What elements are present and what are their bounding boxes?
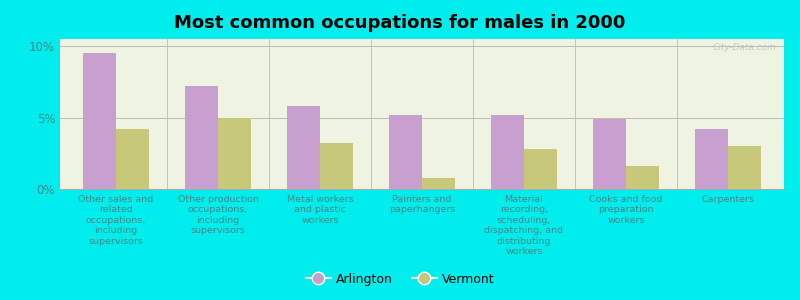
Text: Most common occupations for males in 2000: Most common occupations for males in 200… — [174, 14, 626, 32]
Bar — [594, 119, 626, 189]
Bar — [287, 106, 320, 189]
Text: Other sales and
related
occupations,
including
supervisors: Other sales and related occupations, inc… — [78, 195, 154, 246]
Bar — [186, 86, 218, 189]
Bar — [390, 115, 422, 189]
Text: Carpenters: Carpenters — [702, 195, 754, 204]
Bar — [695, 129, 728, 189]
Bar — [116, 129, 149, 189]
Text: Material
recording,
scheduling,
dispatching, and
distributing
workers: Material recording, scheduling, dispatch… — [485, 195, 563, 256]
Bar — [320, 143, 353, 189]
Legend: Arlington, Vermont: Arlington, Vermont — [301, 268, 499, 291]
Bar — [728, 146, 761, 189]
Bar — [491, 115, 524, 189]
Text: Other production
occupations,
including
supervisors: Other production occupations, including … — [178, 195, 258, 235]
Bar — [218, 118, 250, 189]
Bar — [626, 166, 658, 189]
Text: Cooks and food
preparation
workers: Cooks and food preparation workers — [590, 195, 662, 225]
Bar — [83, 53, 116, 189]
Bar — [422, 178, 454, 189]
Text: Metal workers
and plastic
workers: Metal workers and plastic workers — [286, 195, 354, 225]
Text: Painters and
paperhangers: Painters and paperhangers — [389, 195, 455, 214]
Text: City-Data.com: City-Data.com — [713, 44, 777, 52]
Bar — [524, 149, 557, 189]
